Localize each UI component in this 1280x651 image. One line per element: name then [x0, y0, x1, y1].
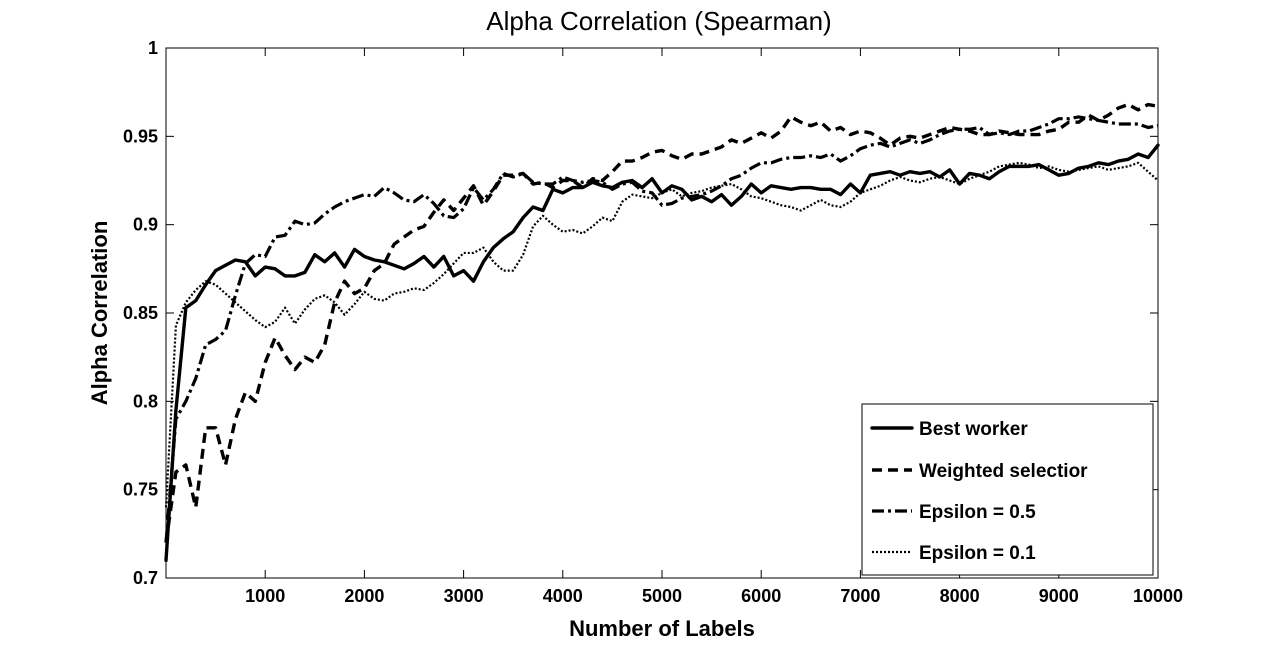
legend-label-2: Weighted selectior — [919, 461, 1088, 482]
x-tick-label: 10000 — [1133, 586, 1183, 606]
y-tick-label: 0.8 — [133, 391, 158, 411]
y-tick-label: 0.95 — [123, 126, 158, 146]
y-axis-title: Alpha Correlation — [87, 221, 112, 406]
y-tick-label: 0.7 — [133, 568, 158, 588]
x-tick-label: 6000 — [741, 586, 781, 606]
x-tick-label: 2000 — [344, 586, 384, 606]
y-tick-label: 0.9 — [133, 215, 158, 235]
x-tick-label: 1000 — [245, 586, 285, 606]
y-tick-label: 0.85 — [123, 303, 158, 323]
legend-label-4: Epsilon = 0.1 — [919, 543, 1036, 564]
legend-box — [861, 403, 1154, 576]
x-axis-title: Number of Labels — [569, 616, 755, 641]
x-tick-label: 4000 — [543, 586, 583, 606]
x-tick-label: 8000 — [940, 586, 980, 606]
y-tick-label: 1 — [148, 38, 158, 58]
series-line-4 — [164, 161, 1159, 508]
series-line-3 — [164, 115, 1159, 543]
x-tick-label: 3000 — [444, 586, 484, 606]
legend-entries: Best worker Weighted selectior Epsilon = 0… — [870, 419, 1088, 564]
y-axis-ticks: 0.7 0.75 0.8 0.85 0.9 0.95 1 — [123, 38, 1158, 588]
x-tick-label: 9000 — [1039, 586, 1079, 606]
x-tick-label: 5000 — [642, 586, 682, 606]
y-tick-label: 0.75 — [123, 480, 158, 500]
x-tick-label: 7000 — [840, 586, 880, 606]
legend-label-1: Best worker — [919, 419, 1028, 440]
chart-title: Alpha Correlation (Spearman) — [486, 6, 831, 36]
legend: Best worker Weighted selectior Epsilon = 0… — [861, 403, 1154, 576]
x-axis-ticks: 1000 2000 3000 4000 5000 6000 7000 8000 9000 1000… — [245, 48, 1183, 606]
series-layer — [164, 102, 1160, 563]
legend-label-3: Epsilon = 0.5 — [919, 502, 1036, 523]
